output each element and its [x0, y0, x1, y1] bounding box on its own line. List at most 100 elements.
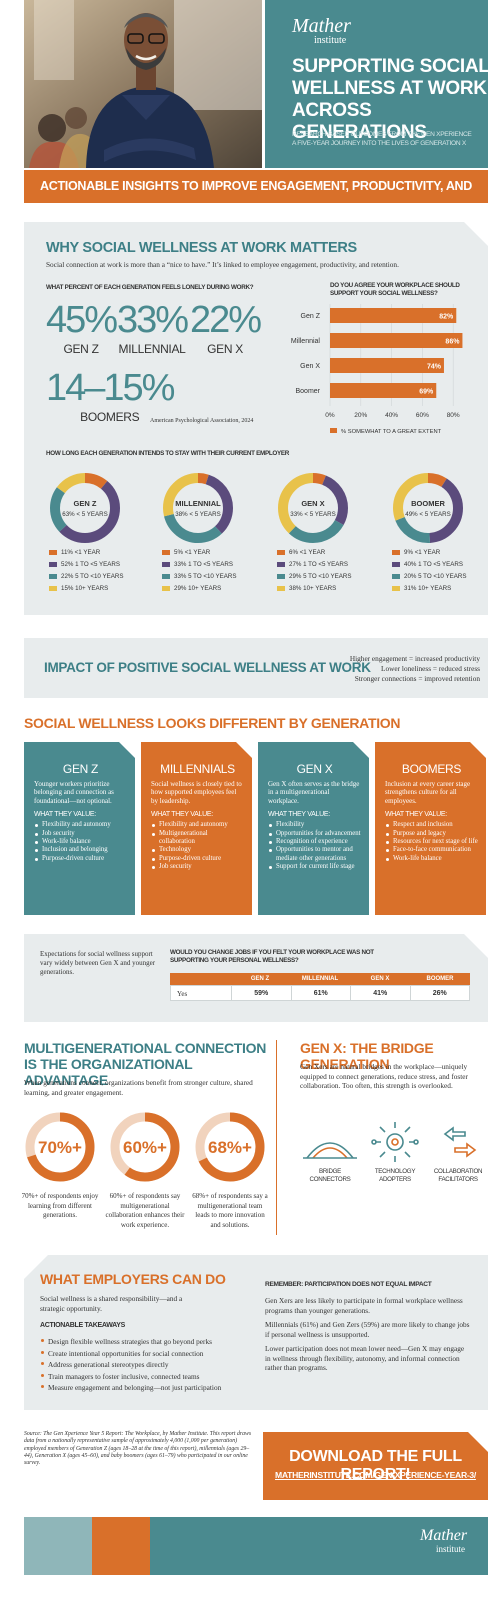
legend-entry: 52% 1 TO <5 YEARS — [61, 561, 120, 568]
takeaway: Create intentional opportunities for soc… — [40, 1348, 260, 1360]
legend-entry: 9% <1 YEAR — [404, 549, 441, 556]
legend-value: 40% — [404, 561, 417, 568]
card-item: Opportunities for advancement — [268, 830, 361, 838]
card-list: Flexibility and autonomy Job security Work… — [34, 821, 127, 863]
card-list: Respect and inclusion Purpose and legacy R… — [385, 821, 478, 863]
band-light — [24, 1517, 92, 1575]
header-photo — [24, 0, 262, 168]
icon-label: COLLABORATION FACILITATORS — [433, 1168, 483, 1183]
table-cell: 26% — [409, 986, 470, 1000]
remember-paragraph: Lower participation does not mean lower … — [265, 1344, 465, 1372]
ring-label: 68%+ — [208, 1138, 252, 1157]
lonely-value: 45% — [46, 299, 118, 341]
why-panel — [24, 222, 488, 615]
bridge-icons — [303, 1122, 477, 1162]
card-description: Social wellness is closely tied to how s… — [151, 780, 242, 805]
lonely-stat: 22% GEN X — [190, 298, 262, 356]
card-item: Resources for next stage of life — [385, 838, 478, 846]
x-tick-label: 0% — [325, 412, 335, 419]
legend-swatch — [49, 586, 57, 591]
subtitle-line: A FIVE-YEAR JOURNEY INTO THE LIVES OF GE… — [292, 140, 466, 147]
header-subtitle: RESEARCH-BASED OUTCOMES FROM THE GEN XPE… — [292, 130, 472, 148]
multigen-intro: When generations connect, organizations … — [24, 1078, 253, 1097]
donut-center: 38% < 5 YEARS — [175, 511, 220, 518]
legend-swatch — [392, 586, 400, 591]
cta-url[interactable]: MATHERINSTITUTE.COM/GEN-XPERIENCE-YEAR-3… — [275, 1470, 476, 1480]
multigen-rings: 70%+ 60%+ 68%+ — [25, 1112, 265, 1182]
lonely-value: 14–15% — [46, 367, 175, 409]
impact-line: Higher engagement = increased productivi… — [349, 654, 480, 663]
legend-segment: <1 YEAR — [75, 549, 101, 556]
legend-swatch — [277, 562, 285, 567]
remember-text: Gen Xers are less likely to participate … — [265, 1296, 470, 1378]
legend-value: 52% — [61, 561, 74, 568]
card-item: Purpose-driven culture — [34, 855, 127, 863]
brand-name: Mather — [292, 15, 351, 37]
card-item: Multigenerational collaboration — [151, 830, 244, 847]
card-item: Respect and inclusion — [385, 821, 478, 829]
legend-entry: 11% <1 YEAR — [61, 549, 101, 556]
card-name: GEN Z — [62, 762, 99, 776]
card-item: Inclusion and belonging — [34, 846, 127, 854]
lonely-label: GEN X — [207, 342, 243, 356]
legend-entry: 6% <1 YEAR — [289, 549, 326, 556]
table-row-label: Yes — [177, 990, 188, 998]
donut-segment — [50, 473, 120, 543]
card-value-title: WHAT THEY VALUE: — [385, 811, 447, 819]
legend-value: 22% — [61, 573, 74, 580]
bar — [330, 383, 437, 398]
card-item: Face-to-face communication — [385, 846, 478, 854]
donut-segment — [50, 473, 120, 543]
subtitle-line: RESEARCH-BASED OUTCOMES FROM THE GEN XPE… — [292, 131, 472, 138]
card-name: BOOMERS — [401, 762, 462, 776]
card-item: Technology — [151, 846, 244, 854]
support-chart: 0% 20% 40% 60% 80% Gen Z 82% Millennial 86% Gen X… — [291, 304, 463, 435]
footer-brand: Mather institute — [420, 1528, 467, 1555]
card-item: Flexibility and autonomy — [34, 821, 127, 829]
change-note: Expectations for social wellness support… — [40, 950, 156, 976]
legend-segment: 1 TO <5 YEARS — [418, 561, 463, 568]
category-label: Gen Z — [301, 313, 321, 320]
legend-entry: 15% 10+ YEARS — [61, 585, 108, 592]
legend-value: 27% — [289, 561, 302, 568]
legend-segment: 5 TO <10 YEARS — [188, 573, 236, 580]
legend-value: 38% — [289, 585, 302, 592]
legend-entry: 40% 1 TO <5 YEARS — [404, 561, 463, 568]
card-item: Purpose and legacy — [385, 830, 478, 838]
remember-paragraph: Millennials (61%) and Gen Zers (59%) are… — [265, 1320, 470, 1339]
band-orange — [92, 1517, 150, 1575]
footer-brand-sub: institute — [436, 1544, 465, 1554]
card-item: Support for current life stage — [268, 863, 361, 871]
tenure-title: HOW LONG EACH GENERATION INTENDS TO STAY… — [46, 450, 290, 457]
change-table: GEN Z MILLENNIAL GEN X BOOMER Yes 59% 61% 41% 26… — [170, 973, 470, 1001]
card-item: Flexibility — [268, 821, 361, 829]
legend-entry: 33% 5 TO <10 YEARS — [174, 573, 236, 580]
legend-entry: 22% 5 TO <10 YEARS — [61, 573, 123, 580]
card-description: Inclusion at every career stage strength… — [385, 780, 471, 805]
remember-paragraph: Gen Xers are less likely to participate … — [265, 1296, 463, 1315]
x-tick-label: 40% — [385, 412, 398, 419]
generation-card: BOOMERS Inclusion at every career stage s… — [375, 742, 486, 915]
banner: ACTIONABLE INSIGHTS TO IMPROVE ENGAGEMEN… — [24, 170, 488, 226]
lonely-source: American Psychological Association, 2024 — [150, 418, 254, 424]
lonely-stat: 33% MILLENNIAL — [117, 298, 189, 356]
band-teal — [150, 1517, 488, 1575]
table-corner — [170, 973, 230, 985]
bar-value-label: 82% — [439, 314, 454, 321]
table-header-cell: GEN X — [370, 976, 390, 982]
card-item: Work-life balance — [385, 855, 478, 863]
brand-sub: institute — [314, 35, 347, 46]
legend-swatch — [277, 586, 285, 591]
legend-entry: 5% <1 YEAR — [174, 549, 211, 556]
legend-value: 33% — [174, 561, 187, 568]
table-header-cell: MILLENNIAL — [301, 976, 339, 982]
employers-title: WHAT EMPLOYERS CAN DO — [40, 1271, 226, 1287]
multigen-title: MULTIGENERATIONAL CONNECTION IS THE ORGA… — [24, 1040, 267, 1088]
donut-segment — [278, 473, 348, 543]
card-description: Gen X often serves as the bridge in a mu… — [268, 780, 360, 805]
generation-card: GEN Z Younger workers prioritize belongin… — [24, 742, 135, 915]
title-line: SUPPORTING SOCIAL — [292, 56, 490, 77]
legend-segment: 5 TO <10 YEARS — [418, 573, 466, 580]
ring-label: 70%+ — [38, 1138, 82, 1157]
card-description: Younger workers prioritize belonging and… — [34, 780, 114, 805]
